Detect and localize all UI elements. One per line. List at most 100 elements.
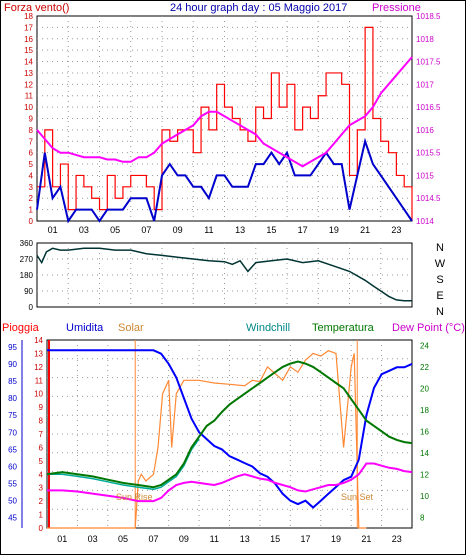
temp-y-tick-label: 18 bbox=[420, 406, 429, 415]
compass-label: N bbox=[436, 306, 444, 318]
wind-x-tick-label: 01 bbox=[48, 225, 58, 235]
legend-solar: Solar bbox=[118, 322, 144, 334]
temp-y-tick-label: 8 bbox=[420, 513, 425, 522]
climate-x-tick-label: 21 bbox=[361, 534, 371, 544]
rain-y-tick-label: 8 bbox=[39, 417, 44, 426]
pressure-y-tick-label: 1016 bbox=[416, 126, 434, 135]
compass-label: S bbox=[436, 274, 443, 286]
temp-y-tick-label: 16 bbox=[420, 427, 429, 436]
wind-y-tick-label: 18 bbox=[24, 12, 33, 21]
humidity-y-tick-label: 80 bbox=[8, 394, 17, 403]
direction-y-tick-label: 90 bbox=[24, 287, 33, 296]
climate-x-tick-label: 03 bbox=[88, 534, 98, 544]
wind-y-tick-label: 12 bbox=[24, 80, 33, 89]
wind-y-tick-label: 7 bbox=[29, 137, 34, 146]
humidity-y-tick-label: 65 bbox=[8, 445, 17, 454]
wind-y-tick-label: 0 bbox=[29, 217, 34, 226]
humidity-y-tick-label: 55 bbox=[8, 480, 17, 489]
climate-x-tick-label: 05 bbox=[118, 534, 128, 544]
pressure-y-tick-label: 1015.5 bbox=[416, 149, 441, 158]
pressure-y-tick-label: 1018.5 bbox=[416, 12, 441, 21]
pressure-y-tick-label: 1014 bbox=[416, 217, 434, 226]
sunset-label: Sun Set bbox=[341, 492, 374, 502]
humidity-series bbox=[47, 349, 413, 509]
rain-y-tick-label: 7 bbox=[39, 430, 44, 439]
climate-x-tick-label: 01 bbox=[57, 534, 67, 544]
compass-label: N bbox=[436, 242, 444, 254]
wind-x-tick-label: 11 bbox=[204, 225, 213, 235]
legend-humidity: Umidita bbox=[66, 322, 104, 334]
direction-y-tick-label: 270 bbox=[20, 255, 34, 264]
humidity-y-tick-label: 50 bbox=[8, 497, 17, 506]
pressure-y-tick-label: 1014.5 bbox=[416, 194, 441, 203]
sunrise-label: Sun Rise bbox=[116, 492, 153, 502]
wind-y-tick-label: 15 bbox=[24, 46, 33, 55]
legend-temperature: Temperatura bbox=[312, 322, 375, 334]
direction-y-tick-label: 0 bbox=[29, 303, 34, 312]
dewpoint-series bbox=[47, 462, 413, 503]
temp-y-tick-label: 22 bbox=[420, 363, 429, 372]
wind-gust-series bbox=[37, 26, 413, 221]
temperature-series bbox=[46, 360, 413, 489]
wind-x-tick-label: 21 bbox=[360, 225, 370, 235]
wind-direction-series bbox=[36, 247, 412, 302]
rain-y-tick-label: 1 bbox=[39, 511, 44, 520]
humidity-y-tick-label: 60 bbox=[8, 462, 17, 471]
climate-x-tick-label: 07 bbox=[148, 534, 158, 544]
rain-y-tick-label: 2 bbox=[39, 497, 44, 506]
pressure-y-tick-label: 1017 bbox=[416, 80, 434, 89]
climate-x-tick-label: 23 bbox=[392, 534, 402, 544]
wind-y-tick-label: 8 bbox=[29, 126, 34, 135]
pressure-y-tick-label: 1018 bbox=[416, 35, 434, 44]
wind-y-tick-label: 2 bbox=[29, 194, 34, 203]
rain-y-tick-label: 10 bbox=[34, 390, 43, 399]
humidity-y-tick-label: 85 bbox=[8, 377, 17, 386]
rain-y-tick-label: 4 bbox=[39, 470, 44, 479]
pressure-series bbox=[36, 56, 413, 168]
temp-y-tick-label: 12 bbox=[420, 470, 429, 479]
wind-y-tick-label: 10 bbox=[24, 103, 33, 112]
legend-dewpoint: Dew Point (°C) bbox=[392, 322, 465, 334]
wind-x-tick-label: 07 bbox=[141, 225, 151, 235]
solar-series bbox=[47, 350, 367, 529]
legend-windchill: Windchill bbox=[246, 322, 290, 334]
wind-y-tick-label: 9 bbox=[29, 115, 34, 124]
humidity-y-tick-label: 75 bbox=[8, 411, 17, 420]
wind-y-tick-label: 11 bbox=[25, 92, 34, 101]
header-pressure-label: Pressione bbox=[372, 2, 421, 14]
temp-y-tick-label: 24 bbox=[420, 341, 429, 350]
wind-y-tick-label: 13 bbox=[24, 69, 33, 78]
humidity-y-tick-label: 90 bbox=[8, 360, 17, 369]
rain-y-tick-label: 11 bbox=[35, 376, 44, 385]
climate-x-tick-label: 15 bbox=[270, 534, 280, 544]
humidity-y-tick-label: 70 bbox=[8, 428, 17, 437]
wind-x-tick-label: 09 bbox=[173, 225, 183, 235]
wind-y-tick-label: 16 bbox=[24, 35, 33, 44]
rain-y-tick-label: 5 bbox=[39, 457, 44, 466]
temp-y-tick-label: 10 bbox=[420, 492, 429, 501]
rain-y-tick-label: 14 bbox=[34, 336, 43, 345]
climate-x-tick-label: 11 bbox=[210, 534, 219, 544]
pressure-y-tick-label: 1016.5 bbox=[416, 103, 441, 112]
wind-y-tick-label: 17 bbox=[24, 23, 33, 32]
wind-x-tick-label: 05 bbox=[110, 225, 120, 235]
direction-y-tick-label: 360 bbox=[20, 239, 34, 248]
wind-speed-series bbox=[36, 137, 413, 224]
compass-label: W bbox=[435, 258, 446, 270]
windchill-series bbox=[47, 438, 200, 491]
rain-y-tick-label: 0 bbox=[39, 524, 44, 533]
wind-y-tick-label: 4 bbox=[29, 171, 34, 180]
climate-x-tick-label: 09 bbox=[179, 534, 189, 544]
wind-y-tick-label: 5 bbox=[29, 160, 34, 169]
direction-y-tick-label: 180 bbox=[20, 271, 34, 280]
rain-y-tick-label: 9 bbox=[39, 403, 44, 412]
rain-y-tick-label: 3 bbox=[39, 484, 44, 493]
wind-pressure-panel: 012345678910111213141516171810141014.510… bbox=[24, 12, 441, 235]
rain-y-tick-label: 13 bbox=[34, 349, 43, 358]
wind-y-tick-label: 14 bbox=[24, 58, 33, 67]
pressure-y-tick-label: 1015 bbox=[416, 171, 434, 180]
wind-x-tick-label: 03 bbox=[79, 225, 89, 235]
